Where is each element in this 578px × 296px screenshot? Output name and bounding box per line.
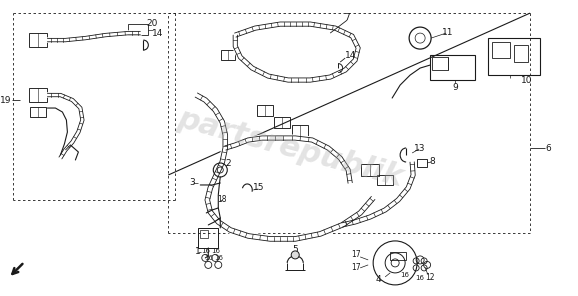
Bar [257, 104, 273, 115]
Bar [432, 57, 448, 70]
Text: 16: 16 [416, 275, 425, 281]
Text: 19: 19 [0, 96, 11, 104]
Text: 5: 5 [292, 245, 298, 255]
Bar [292, 125, 308, 136]
Text: 14: 14 [151, 29, 163, 38]
Bar [198, 228, 218, 248]
Bar [201, 230, 208, 238]
Text: 16: 16 [214, 255, 223, 261]
Text: 12: 12 [425, 274, 435, 282]
Text: 15: 15 [253, 184, 264, 192]
Bar [29, 88, 47, 102]
Bar [29, 33, 47, 47]
Text: 16: 16 [204, 255, 213, 261]
Text: 13: 13 [414, 144, 426, 152]
Text: 20: 20 [147, 19, 158, 28]
Text: 18: 18 [217, 195, 227, 205]
Text: 6: 6 [545, 144, 551, 152]
Bar [430, 55, 475, 80]
Text: 11: 11 [442, 28, 454, 37]
Bar [514, 45, 528, 62]
Text: 1: 1 [195, 247, 201, 256]
Bar [390, 252, 406, 260]
Text: 14: 14 [344, 51, 356, 59]
Bar [128, 24, 149, 35]
Bar [417, 159, 427, 167]
Bar [492, 42, 510, 58]
Text: 9: 9 [452, 83, 458, 91]
Circle shape [291, 251, 299, 259]
Text: 10: 10 [521, 75, 533, 85]
Bar [488, 38, 540, 75]
Text: 7: 7 [344, 13, 350, 22]
Bar [221, 50, 235, 60]
Text: 16: 16 [401, 272, 410, 278]
Text: partsrepublik: partsrepublik [174, 104, 406, 192]
Text: 2: 2 [225, 160, 231, 168]
Text: 17: 17 [351, 263, 361, 272]
Bar [361, 164, 379, 176]
Text: 17: 17 [351, 250, 361, 259]
Text: 8: 8 [429, 157, 435, 166]
Text: 16: 16 [211, 248, 220, 254]
Bar [274, 117, 290, 128]
Text: 4: 4 [375, 275, 381, 284]
Bar [377, 175, 393, 185]
Text: 16: 16 [201, 248, 210, 254]
Text: 3: 3 [190, 178, 195, 187]
Bar [31, 107, 46, 117]
